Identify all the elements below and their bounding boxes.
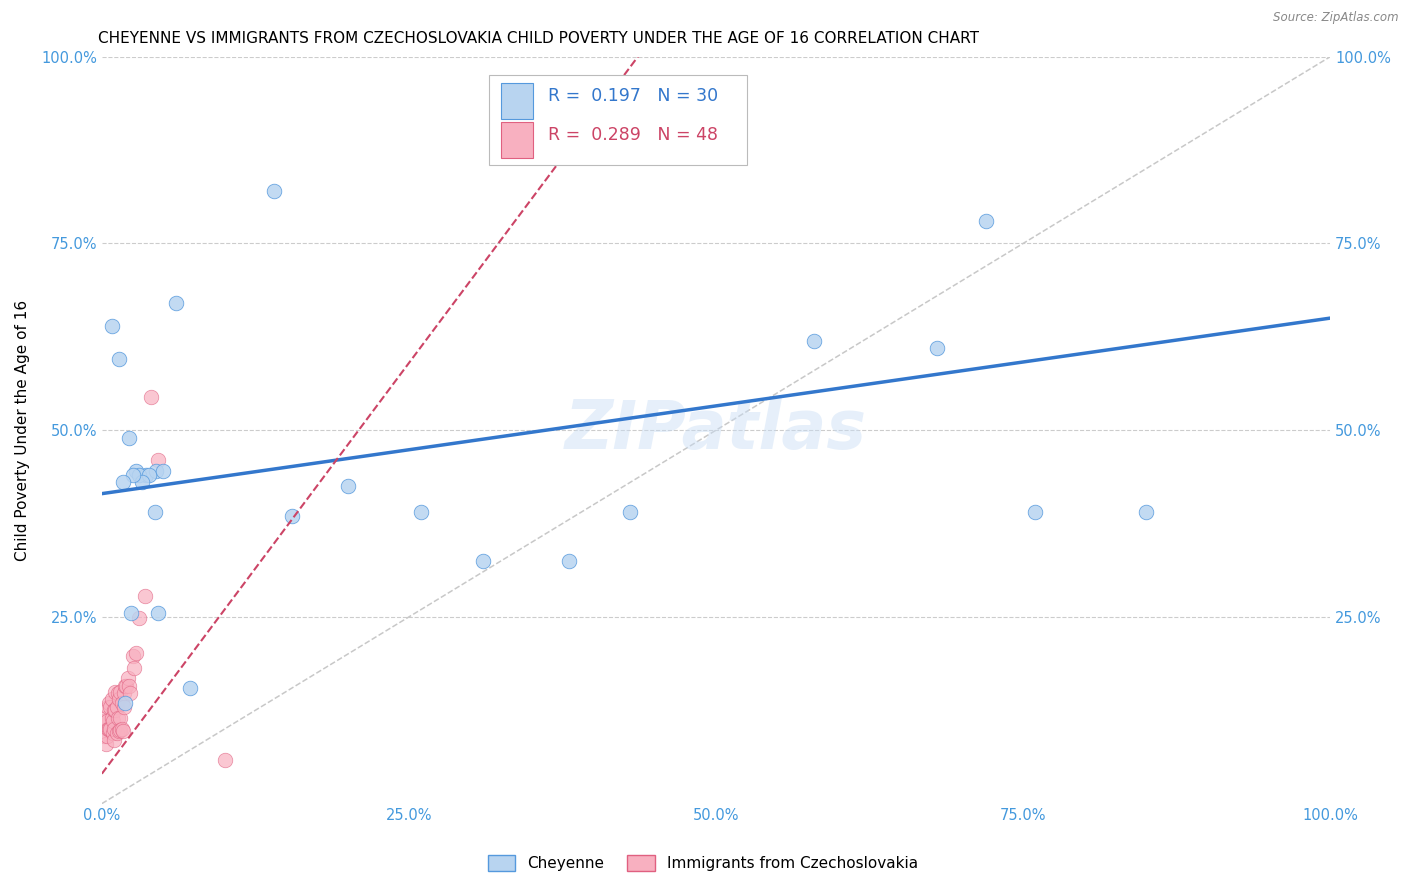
Point [803,334,825,348]
Point [110,722,132,736]
Point [104,703,127,717]
Point [557,554,579,568]
Point [104,684,127,698]
Point [131,475,153,490]
Point [100,711,122,725]
Text: CHEYENNE VS IMMIGRANTS FROM CZECHOSLOVAKIA CHILD POVERTY UNDER THE AGE OF 16 COR: CHEYENNE VS IMMIGRANTS FROM CZECHOSLOVAK… [98,31,980,46]
Point [96,730,118,744]
Point [134,589,156,603]
Point [101,714,124,729]
Point [125,646,148,660]
Point [110,711,132,725]
Point [96,714,118,729]
Point [100,692,122,706]
FancyBboxPatch shape [501,83,533,119]
Point [214,753,236,767]
Point [128,611,150,625]
Point [94,711,117,725]
Point [112,699,135,714]
Point [93,714,115,729]
Point [114,696,136,710]
Point [145,464,167,478]
Point [98,722,121,736]
FancyBboxPatch shape [489,75,747,165]
Point [128,467,150,482]
Point [179,681,201,695]
Point [927,341,949,355]
Point [281,509,304,524]
Point [115,679,138,693]
Point [100,699,122,714]
Point [97,699,120,714]
Point [1024,505,1046,519]
Point [118,679,141,693]
Point [263,184,285,198]
Point [107,686,129,700]
Point [120,606,142,620]
Point [110,723,132,738]
Point [117,671,139,685]
Point [94,737,117,751]
Point [103,703,125,717]
Point [411,505,433,519]
Point [105,699,128,714]
Point [148,606,170,620]
Point [98,696,121,710]
Point [108,692,131,706]
Point [135,467,157,482]
Point [471,554,494,568]
Point [148,453,170,467]
Point [100,722,122,736]
Point [93,730,115,744]
Point [139,390,162,404]
Point [125,464,148,478]
Text: ZIPatlas: ZIPatlas [565,397,868,463]
Point [105,725,128,739]
Point [118,431,141,445]
Point [138,467,160,482]
Point [103,733,125,747]
Text: R =  0.289   N = 48: R = 0.289 N = 48 [548,126,717,145]
Point [112,686,135,700]
Point [336,479,359,493]
Point [110,684,132,698]
Point [114,679,136,693]
Point [111,475,134,490]
Point [619,505,641,519]
Point [110,696,132,710]
Point [100,318,122,333]
Point [120,686,142,700]
Point [165,296,187,310]
Point [152,464,174,478]
Point [108,352,131,367]
Point [103,722,125,736]
Point [974,214,997,228]
Point [121,467,143,482]
FancyBboxPatch shape [501,122,533,158]
Point [101,725,124,739]
Point [108,724,131,739]
Point [122,661,145,675]
Point [1135,505,1157,519]
Text: R =  0.197   N = 30: R = 0.197 N = 30 [548,87,718,104]
Point [121,648,143,663]
Legend: Cheyenne, Immigrants from Czechoslovakia: Cheyenne, Immigrants from Czechoslovakia [482,849,924,877]
Point [143,505,166,519]
Y-axis label: Child Poverty Under the Age of 16: Child Poverty Under the Age of 16 [15,300,30,561]
Point [97,722,120,736]
Point [107,711,129,725]
Point [111,724,134,739]
Text: Source: ZipAtlas.com: Source: ZipAtlas.com [1274,11,1399,24]
